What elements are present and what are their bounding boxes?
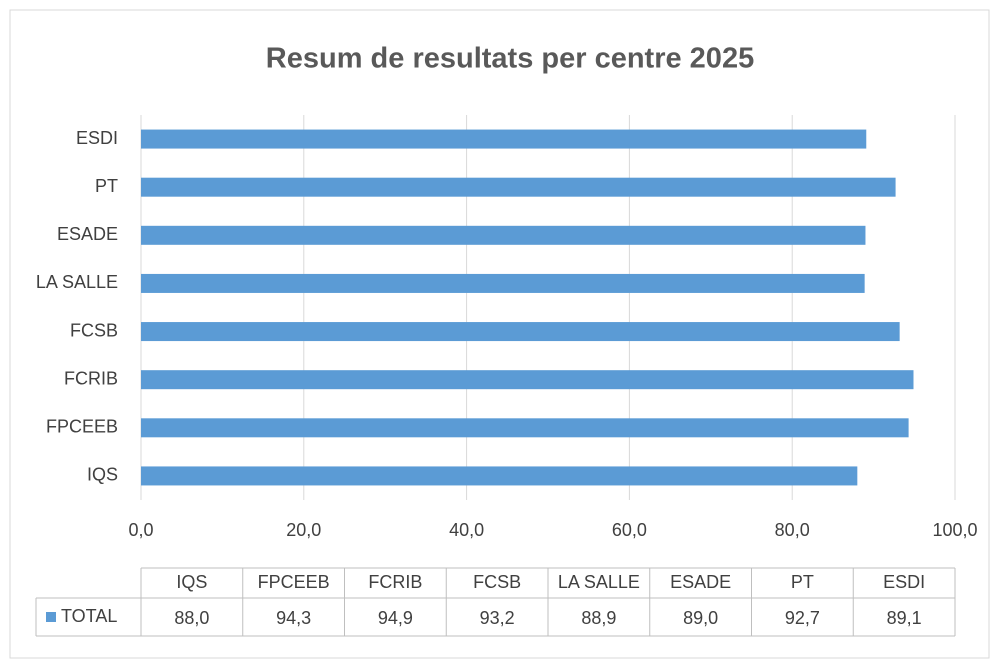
x-tick-label: 100,0	[932, 520, 977, 540]
table-value: 94,9	[378, 608, 413, 628]
y-tick-label: FPCEEB	[46, 417, 118, 437]
table-value: 94,3	[276, 608, 311, 628]
legend-label: TOTAL	[61, 606, 117, 626]
table-header: FCRIB	[368, 572, 422, 592]
y-tick-label: ESADE	[57, 224, 118, 244]
table-value: 93,2	[480, 608, 515, 628]
bar	[141, 466, 858, 486]
bar	[141, 129, 867, 149]
x-tick-label: 80,0	[775, 520, 810, 540]
bar	[141, 225, 866, 245]
table-value: 89,1	[887, 608, 922, 628]
x-tick-label: 40,0	[449, 520, 484, 540]
y-tick-label: ESDI	[76, 128, 118, 148]
legend-marker	[46, 612, 56, 622]
table-header: PT	[791, 572, 814, 592]
x-tick-label: 20,0	[286, 520, 321, 540]
y-tick-label: FCSB	[70, 320, 118, 340]
bar	[141, 177, 896, 197]
table-header: FCSB	[473, 572, 521, 592]
bar	[141, 418, 909, 438]
table-value: 92,7	[785, 608, 820, 628]
table-value: 89,0	[683, 608, 718, 628]
table-header: ESADE	[670, 572, 731, 592]
bar	[141, 273, 865, 293]
y-tick-label: IQS	[87, 465, 118, 485]
y-tick-label: LA SALLE	[36, 272, 118, 292]
table-value: 88,0	[174, 608, 209, 628]
y-tick-label: PT	[95, 176, 118, 196]
table-header: FPCEEB	[258, 572, 330, 592]
chart-title: Resum de resultats per centre 2025	[266, 43, 754, 75]
x-tick-label: 60,0	[612, 520, 647, 540]
table-header: ESDI	[883, 572, 925, 592]
table-header: LA SALLE	[558, 572, 640, 592]
y-tick-label: FCRIB	[64, 368, 118, 388]
bar	[141, 322, 900, 342]
table-value: 88,9	[581, 608, 616, 628]
table-header: IQS	[176, 572, 207, 592]
bar	[141, 370, 914, 390]
x-tick-label: 0,0	[128, 520, 153, 540]
